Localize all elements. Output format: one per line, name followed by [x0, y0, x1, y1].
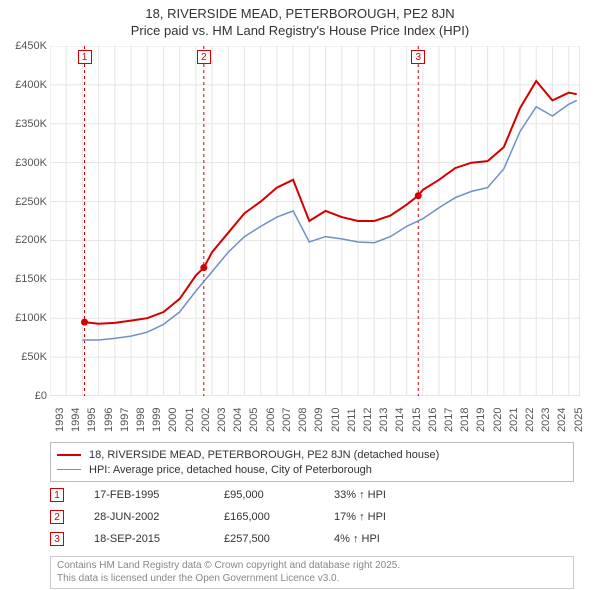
events-table: 1 17-FEB-1995£95,00033% ↑ HPI 2 28-JUN-2002… [50, 484, 574, 550]
x-tick-label: 1998 [135, 408, 147, 432]
y-tick-label: £250K [2, 196, 47, 208]
x-tick-label: 2013 [378, 408, 390, 432]
legend-label: 18, RIVERSIDE MEAD, PETERBOROUGH, PE2 8J… [89, 449, 439, 461]
x-tick-label: 2024 [556, 408, 568, 432]
footer-line-2: This data is licensed under the Open Gov… [57, 573, 567, 586]
x-tick-label: 2006 [265, 408, 277, 432]
event-delta: 33% ↑ HPI [334, 489, 574, 501]
x-tick-label: 2021 [508, 408, 520, 432]
x-tick-label: 2014 [394, 408, 406, 432]
x-tick-label: 2015 [411, 408, 423, 432]
y-tick-label: £350K [2, 118, 47, 130]
x-tick-label: 2019 [475, 408, 487, 432]
chart-title: 18, RIVERSIDE MEAD, PETERBOROUGH, PE2 8J… [0, 0, 600, 40]
y-tick-label: £50K [2, 351, 47, 363]
attribution-footer: Contains HM Land Registry data © Crown c… [50, 556, 574, 589]
x-tick-label: 2017 [443, 408, 455, 432]
event-date: 18-SEP-2015 [94, 533, 224, 545]
title-line-2: Price paid vs. HM Land Registry's House … [0, 23, 600, 40]
legend-swatch [57, 454, 81, 456]
event-row: 1 17-FEB-1995£95,00033% ↑ HPI [50, 484, 574, 506]
event-row: 3 18-SEP-2015£257,5004% ↑ HPI [50, 528, 574, 550]
legend-swatch [57, 469, 81, 470]
event-price: £257,500 [224, 533, 334, 545]
legend-item: HPI: Average price, detached house, City… [57, 462, 567, 477]
event-marker-box: 3 [411, 50, 425, 64]
x-tick-label: 2005 [248, 408, 260, 432]
event-number-icon: 3 [50, 532, 64, 546]
legend-label: HPI: Average price, detached house, City… [89, 464, 372, 476]
legend: 18, RIVERSIDE MEAD, PETERBOROUGH, PE2 8J… [50, 442, 574, 482]
event-number-icon: 2 [50, 510, 64, 524]
x-tick-label: 1995 [86, 408, 98, 432]
y-tick-label: £100K [2, 312, 47, 324]
x-tick-label: 2023 [540, 408, 552, 432]
legend-item: 18, RIVERSIDE MEAD, PETERBOROUGH, PE2 8J… [57, 447, 567, 462]
footer-line-1: Contains HM Land Registry data © Crown c… [57, 560, 567, 573]
event-price: £95,000 [224, 489, 334, 501]
event-price: £165,000 [224, 511, 334, 523]
event-delta: 4% ↑ HPI [334, 533, 574, 545]
y-tick-label: £450K [2, 40, 47, 52]
x-tick-label: 2022 [524, 408, 536, 432]
x-tick-label: 2000 [167, 408, 179, 432]
x-tick-label: 2011 [346, 408, 358, 432]
x-tick-label: 2016 [427, 408, 439, 432]
event-marker-box: 2 [197, 50, 211, 64]
x-tick-label: 2007 [281, 408, 293, 432]
x-tick-label: 2003 [216, 408, 228, 432]
event-date: 17-FEB-1995 [94, 489, 224, 501]
x-tick-label: 1999 [151, 408, 163, 432]
y-tick-label: £150K [2, 273, 47, 285]
y-tick-label: £400K [2, 79, 47, 91]
event-delta: 17% ↑ HPI [334, 511, 574, 523]
title-line-1: 18, RIVERSIDE MEAD, PETERBOROUGH, PE2 8J… [0, 6, 600, 23]
x-tick-label: 2025 [573, 408, 585, 432]
line-chart [50, 46, 580, 396]
event-number-icon: 1 [50, 488, 64, 502]
event-row: 2 28-JUN-2002£165,00017% ↑ HPI [50, 506, 574, 528]
x-tick-label: 2001 [184, 408, 196, 432]
x-tick-label: 1996 [103, 408, 115, 432]
x-tick-label: 2018 [459, 408, 471, 432]
x-axis-ticks: 1993 1994 1995 1996 1997 1998 1999 2000 2001 2002… [50, 398, 580, 438]
x-tick-label: 2012 [362, 408, 374, 432]
x-tick-label: 2004 [232, 408, 244, 432]
x-tick-label: 2008 [297, 408, 309, 432]
x-tick-label: 1993 [54, 408, 66, 432]
x-tick-label: 2020 [492, 408, 504, 432]
chart-container: 18, RIVERSIDE MEAD, PETERBOROUGH, PE2 8J… [0, 0, 600, 590]
x-tick-label: 2009 [313, 408, 325, 432]
y-tick-label: £200K [2, 234, 47, 246]
y-tick-label: £300K [2, 157, 47, 169]
event-date: 28-JUN-2002 [94, 511, 224, 523]
x-tick-label: 1997 [119, 408, 131, 432]
x-tick-label: 2002 [200, 408, 212, 432]
event-marker-box: 1 [78, 50, 92, 64]
x-tick-label: 2010 [330, 408, 342, 432]
x-tick-label: 1994 [70, 408, 82, 432]
y-tick-label: £0 [2, 390, 47, 402]
